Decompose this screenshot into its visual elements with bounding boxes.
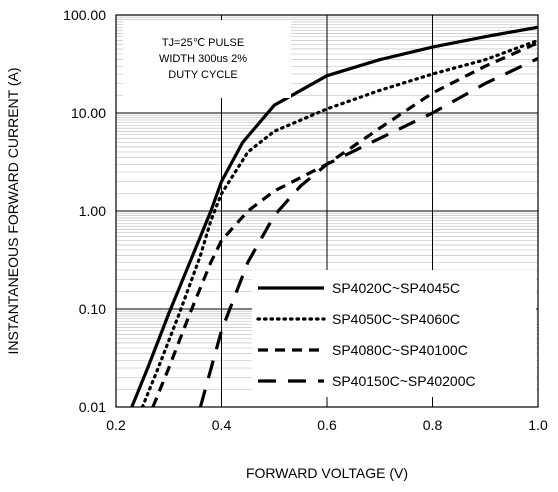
legend-background (252, 270, 536, 397)
y-tick-label: 1.00 (79, 203, 106, 219)
series-line-3 (151, 41, 538, 407)
legend-label-4: SP40150C~SP40200C (332, 373, 476, 389)
annotation-line-1: TJ=25℃ PULSE (162, 37, 244, 49)
legend-label-3: SP4080C~SP40100C (332, 342, 468, 358)
y-axis-title: INSTANTANEOUS FORWARD CURRENT (A) (5, 67, 21, 354)
y-tick-label: 0.01 (79, 399, 106, 415)
x-tick-label: 0.2 (106, 417, 126, 433)
x-tick-labels: 0.2 0.4 0.6 0.8 1.0 (106, 417, 548, 433)
annotation-background (123, 20, 291, 98)
legend-label-2: SP4050C~SP4060C (332, 311, 460, 327)
annotation-box: TJ=25℃ PULSE WIDTH 300us 2% DUTY CYCLE (123, 20, 291, 98)
annotation-line-2: WIDTH 300us 2% (159, 53, 247, 65)
series-line-4 (198, 57, 538, 407)
y-tick-label: 10.00 (71, 105, 106, 121)
y-tick-label: 100.00 (63, 7, 106, 23)
legend-swatches (256, 286, 326, 383)
legend: SP4020C~SP4045C SP4050C~SP4060C SP4080C~… (252, 270, 536, 397)
annotation-line-3: DUTY CYCLE (168, 69, 237, 81)
y-tick-label: 0.10 (79, 301, 106, 317)
legend-label-1: SP4020C~SP4045C (332, 280, 460, 296)
plot-frame (115, 14, 539, 408)
series-layer (130, 25, 538, 407)
x-axis-title: FORWARD VOLTAGE (V) (246, 465, 408, 481)
x-tick-label: 0.6 (317, 417, 337, 433)
y-tick-labels: 0.01 0.10 1.00 10.00 100.00 (63, 7, 106, 415)
x-tick-label: 1.0 (528, 417, 548, 433)
x-tick-label: 0.8 (423, 417, 443, 433)
series-line-1 (130, 25, 538, 407)
series-line-2 (140, 38, 538, 407)
x-tick-label: 0.4 (212, 417, 232, 433)
